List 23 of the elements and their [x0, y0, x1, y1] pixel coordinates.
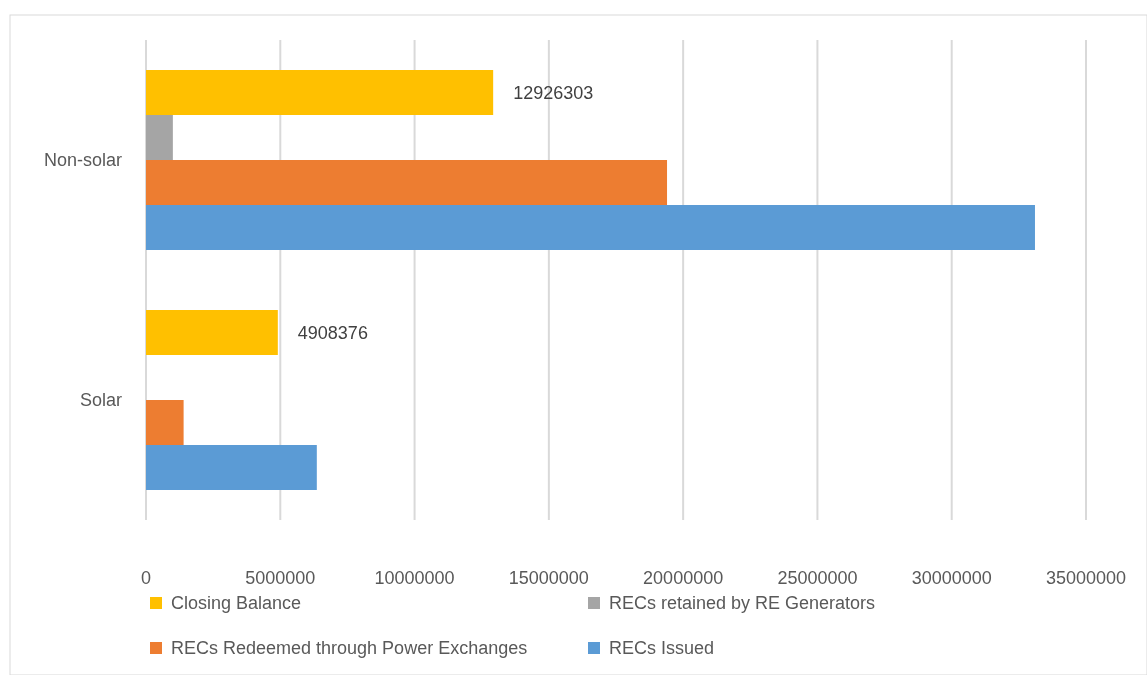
data-label: 4908376 [297, 322, 368, 343]
legend-label: RECs Redeemed through Power Exchanges [171, 638, 528, 659]
x-tick-label: 25000000 [777, 568, 858, 588]
bar [146, 310, 278, 355]
x-tick-label: 20000000 [643, 568, 724, 588]
y-tick-label: Solar [79, 390, 122, 411]
y-tick-label: Non-solar [43, 150, 122, 171]
bar [146, 445, 317, 490]
x-tick-label: 30000000 [911, 568, 992, 588]
x-tick-label: 15000000 [508, 568, 589, 588]
bar [146, 205, 1035, 250]
data-label: 12926303 [513, 82, 594, 103]
bar [146, 400, 184, 445]
bar [146, 70, 494, 115]
x-tick-label: 35000000 [1045, 568, 1127, 588]
legend-label: RECs retained by RE Generators [609, 593, 876, 614]
x-tick-label: 5000000 [245, 568, 316, 588]
bar [146, 115, 173, 160]
x-tick-label: 10000000 [374, 568, 455, 588]
legend-label: Closing Balance [171, 593, 302, 614]
legend-label: RECs Issued [609, 638, 715, 659]
bar [146, 160, 668, 205]
x-tick-label: 0 [140, 568, 152, 588]
